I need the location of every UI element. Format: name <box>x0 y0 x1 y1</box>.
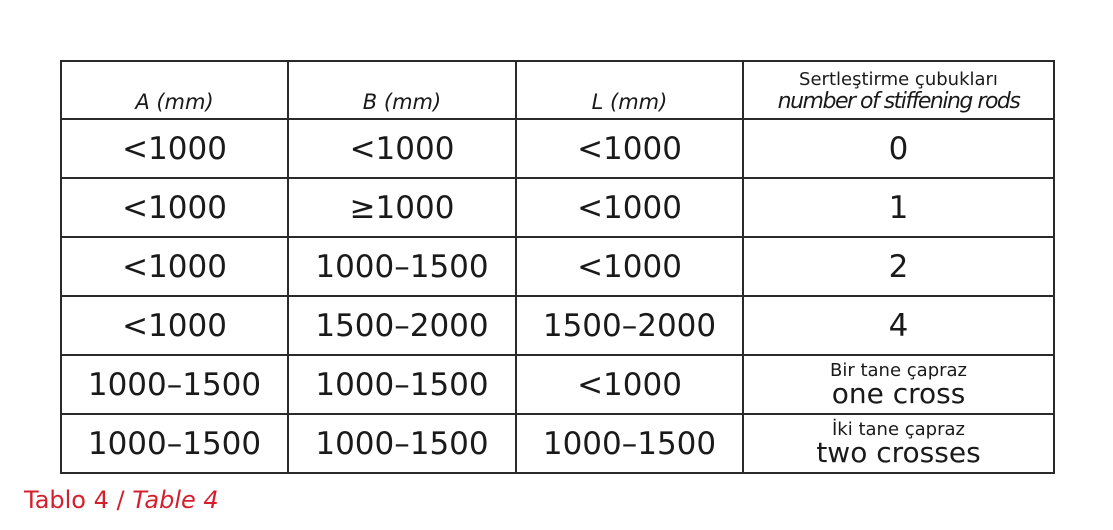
table-cell: <1000 <box>60 295 289 356</box>
table-cell: <1000 <box>515 236 744 297</box>
header-b: B (mm) <box>287 60 517 120</box>
table-cell: 1 <box>742 177 1055 238</box>
header-rods-en: number of stiffening rods <box>777 89 1021 114</box>
table-cell: <1000 <box>60 118 289 179</box>
table-cell: <1000 <box>60 177 289 238</box>
table-row: <1000 ≥1000 <1000 1 <box>60 177 1055 238</box>
table-cell: <1000 <box>60 236 289 297</box>
table-cell: <1000 <box>287 118 517 179</box>
table-row: <1000 <1000 <1000 0 <box>60 118 1055 179</box>
cell-en: one cross <box>831 376 966 410</box>
table-cell: 1000–1500 <box>515 413 744 474</box>
table-cell: <1000 <box>515 177 744 238</box>
caption-tr: Tablo 4 <box>24 486 109 514</box>
table-cell: 1000–1500 <box>60 354 289 415</box>
header-l: L (mm) <box>515 60 744 120</box>
table-cell: 1000–1500 <box>287 236 517 297</box>
cell-en: two crosses <box>816 435 981 469</box>
table-cell: 1500–2000 <box>287 295 517 356</box>
caption-separator: / <box>108 486 133 514</box>
table-cell: ≥1000 <box>287 177 517 238</box>
cell-tr: Bir tane çapraz <box>830 359 967 381</box>
table-row: 1000–1500 1000–1500 <1000 Bir tane çapraz on… <box>60 354 1055 415</box>
header-rods-tr: Sertleştirme çubukları <box>799 69 998 90</box>
table-row: <1000 1500–2000 1500–2000 4 <box>60 295 1055 356</box>
table-cell: Bir tane çapraz one cross <box>742 354 1055 415</box>
table-cell: 1000–1500 <box>287 354 517 415</box>
table-cell: 1500–2000 <box>515 295 744 356</box>
caption-en: Table 4 <box>132 486 219 514</box>
table-cell: <1000 <box>515 118 744 179</box>
header-row: A (mm) B (mm) L (mm) Sertleştirme çubukl… <box>60 60 1055 120</box>
table-cell: İki tane çapraz two crosses <box>742 413 1055 474</box>
header-a: A (mm) <box>60 60 289 120</box>
table-row: 1000–1500 1000–1500 1000–1500 İki tane çapr… <box>60 413 1055 474</box>
table-cell: 1000–1500 <box>60 413 289 474</box>
cell-tr: İki tane çapraz <box>832 418 965 440</box>
table-row: <1000 1000–1500 <1000 2 <box>60 236 1055 297</box>
table-cell: 2 <box>742 236 1055 297</box>
stiffening-rods-table: A (mm) B (mm) L (mm) Sertleştirme çubukl… <box>60 60 1055 474</box>
table-cell: 4 <box>742 295 1055 356</box>
table-caption: Tablo 4 / Table 4 <box>24 486 219 514</box>
table-cell: <1000 <box>515 354 744 415</box>
table-cell: 0 <box>742 118 1055 179</box>
table-cell: 1000–1500 <box>287 413 517 474</box>
header-rods: Sertleştirme çubukları number of stiffen… <box>742 60 1055 120</box>
